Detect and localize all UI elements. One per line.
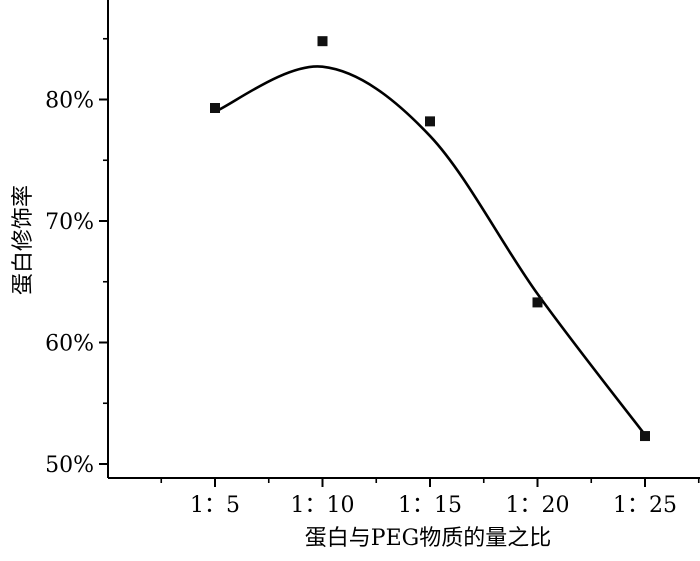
- y-tick-label: 80%: [45, 89, 94, 114]
- y-tick-label: 60%: [45, 332, 94, 357]
- data-point: [317, 36, 328, 47]
- y-axis-title: 蛋白修饰率: [11, 185, 36, 295]
- y-tick-label: 50%: [45, 453, 94, 478]
- data-point: [425, 116, 435, 127]
- data-point: [532, 297, 543, 308]
- x-axis-title: 蛋白与PEG物质的量之比: [305, 526, 551, 551]
- y-tick-label: 70%: [45, 210, 94, 235]
- x-tick-label: 1：25: [613, 493, 677, 518]
- y-ticks: 50% 60% 70% 80%: [45, 37, 108, 478]
- axes: [107, 0, 700, 479]
- x-tick-label: 1：20: [506, 493, 570, 518]
- x-ticks: 1：5 1：10 1：15 1：20 1：25: [160, 478, 700, 518]
- x-tick-label: 1：10: [291, 493, 355, 518]
- x-tick-label: 1：5: [190, 493, 240, 518]
- fit-curve: [214, 65, 647, 436]
- data-point: [210, 103, 220, 114]
- x-tick-label: 1：15: [398, 493, 462, 518]
- data-points: [210, 36, 650, 442]
- data-point: [640, 431, 650, 442]
